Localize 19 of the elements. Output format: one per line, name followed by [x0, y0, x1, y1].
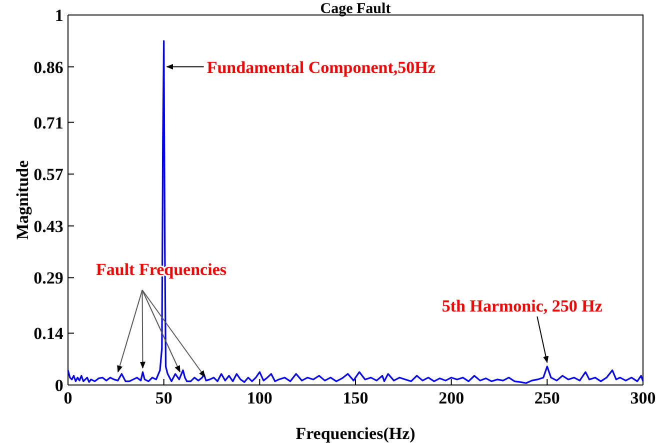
x-tick-label: 150 [342, 388, 368, 408]
y-tick-label: 0.29 [34, 268, 64, 288]
x-tick-label: 250 [534, 388, 560, 408]
annotation: 5th Harmonic, 250 Hz [442, 296, 603, 316]
y-tick-label: 0.43 [34, 216, 64, 236]
y-tick-label: 1 [54, 6, 64, 25]
x-axis-title: Frequencies(Hz) [296, 424, 416, 443]
y-axis-title: Magnitude [13, 160, 32, 240]
y-tick-label: 0.14 [34, 324, 64, 344]
chart-title: Cage Fault [320, 1, 391, 17]
annotation: Fundamental Component,50Hz [206, 58, 436, 77]
x-tick-label: 200 [438, 388, 464, 408]
y-tick-label: 0.71 [34, 113, 64, 132]
x-tick-label: 100 [246, 388, 272, 408]
y-tick-label: 0.86 [34, 58, 64, 77]
x-tick-label: 300 [630, 388, 656, 408]
y-tick-label: 0.57 [34, 165, 64, 184]
y-tick-label: 0 [54, 376, 64, 395]
x-tick-label: 50 [155, 388, 172, 408]
